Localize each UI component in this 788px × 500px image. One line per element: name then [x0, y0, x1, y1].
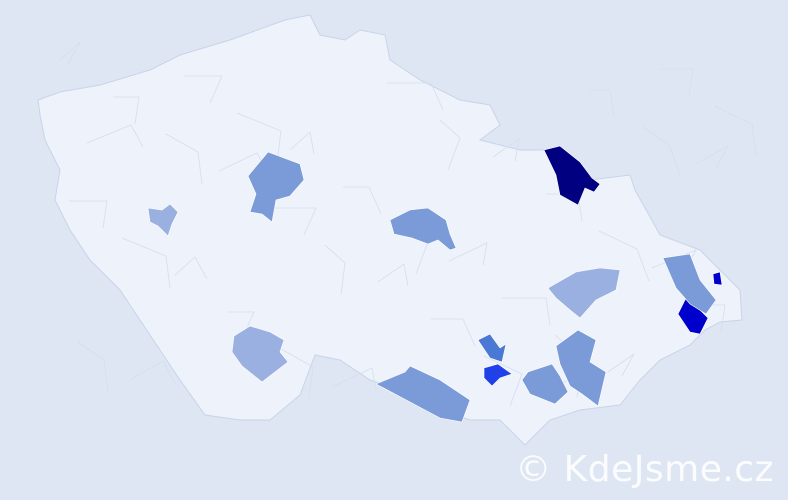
region-south-moravia-district-2[interactable]: [477, 333, 507, 363]
district-border: [236, 112, 282, 164]
district-border: [343, 186, 382, 215]
district-border: [324, 244, 346, 296]
district-border: [184, 75, 223, 104]
district-border: [642, 126, 682, 178]
district-border: [590, 89, 615, 118]
region-south-moravia-district-1[interactable]: [483, 363, 513, 387]
region-north-east-district[interactable]: [543, 145, 601, 206]
watermark: © KdeJsme.cz: [515, 449, 774, 490]
district-border: [492, 138, 520, 162]
region-west-district-small[interactable]: [147, 203, 179, 237]
district-border: [439, 119, 461, 171]
district-border: [121, 237, 171, 289]
district-border: [272, 207, 317, 236]
district-border: [431, 318, 476, 347]
district-border: [502, 297, 551, 326]
district-border: [448, 242, 488, 266]
district-border: [289, 131, 315, 155]
region-east-district-mid[interactable]: [662, 253, 717, 315]
district-border: [695, 144, 730, 169]
district-border: [607, 353, 635, 377]
country-outline: [37, 14, 743, 446]
district-border: [280, 348, 314, 400]
district-border: [86, 124, 144, 148]
district-border: [483, 355, 523, 407]
district-border: [377, 263, 409, 287]
region-south-moravia-district-3[interactable]: [521, 363, 569, 405]
region-moravia-mid-district[interactable]: [547, 267, 621, 319]
district-border: [661, 68, 694, 97]
district-border: [59, 41, 81, 65]
district-border: [333, 367, 377, 391]
district-border: [174, 256, 208, 280]
district-border: [598, 230, 650, 282]
district-border: [77, 341, 109, 393]
region-south-district-long[interactable]: [375, 365, 471, 423]
district-border: [165, 133, 203, 185]
region-south-bohemia-district[interactable]: [231, 325, 289, 383]
region-east-district-small[interactable]: [712, 271, 723, 286]
district-border: [713, 105, 757, 157]
district-border: [130, 360, 176, 384]
district-border: [113, 96, 140, 125]
district-border: [69, 200, 108, 229]
district-border: [387, 82, 444, 111]
region-south-moravia-district-4[interactable]: [555, 329, 607, 407]
region-west-central-district[interactable]: [247, 151, 305, 223]
region-central-district[interactable]: [389, 207, 457, 251]
